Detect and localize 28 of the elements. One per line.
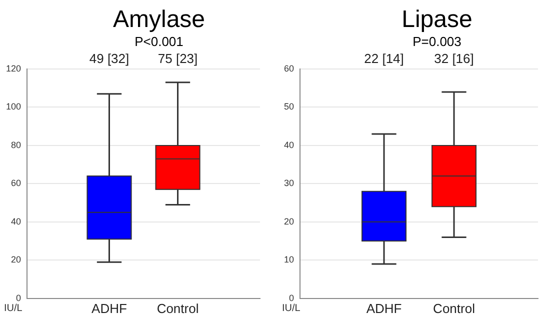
text: 32 [16] — [434, 51, 474, 66]
y-tick-label: 20 — [284, 216, 294, 226]
x-tick-label: ADHF — [92, 300, 127, 316]
y-tick-label: 40 — [11, 216, 22, 226]
y-tick-label: 20 — [11, 254, 22, 265]
y-tick-label: 40 — [284, 140, 294, 150]
chart-subtitle: P<0.001 — [134, 34, 184, 50]
y-tick-label: 80 — [11, 140, 22, 150]
text: 22 [14] — [364, 51, 404, 66]
text: 75 [23] — [158, 51, 198, 66]
y-tick-label: 30 — [284, 178, 294, 188]
y-tick-label: 60 — [11, 178, 22, 188]
y-axis-title: IU/L — [282, 303, 301, 314]
y-tick-label: 100 — [6, 102, 22, 112]
y-tick-label: 60 — [284, 63, 294, 74]
y-tick-label: 0 — [288, 292, 294, 303]
y-axis-title: IU/L — [4, 303, 23, 314]
chart-subtitle: P=0.003 — [412, 34, 462, 50]
y-tick-label: 50 — [284, 102, 294, 112]
x-tick-label: ADHF — [366, 300, 402, 316]
chart-title: Lipase — [400, 6, 474, 34]
text: 49 [32] — [89, 51, 130, 66]
x-tick-label: Control — [156, 300, 199, 316]
chart-title: Amylase — [112, 6, 206, 34]
y-tick-label: 0 — [16, 292, 22, 303]
x-tick-label: Control — [433, 300, 476, 316]
y-tick-label: 10 — [284, 254, 294, 265]
y-tick-label: 120 — [6, 63, 22, 74]
